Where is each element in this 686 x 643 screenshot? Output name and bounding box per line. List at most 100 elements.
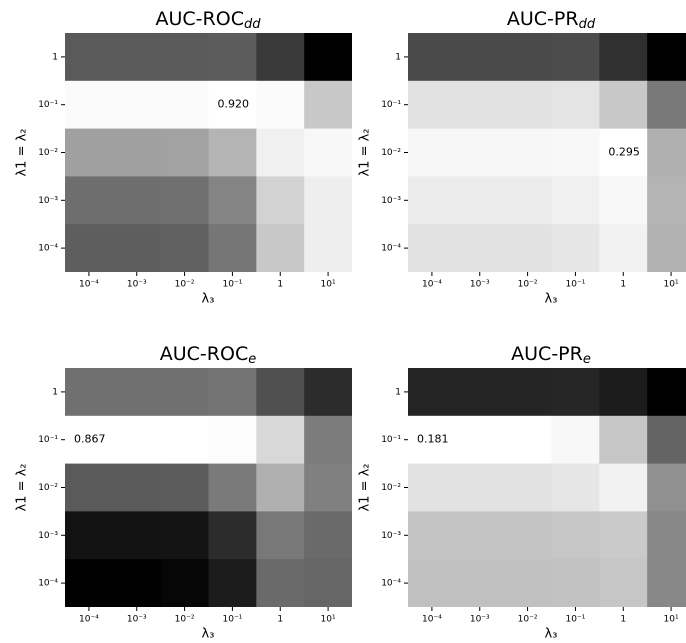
heatmap-cell xyxy=(647,368,686,417)
heatmap-cell xyxy=(551,176,600,225)
heatmap-cell xyxy=(304,415,352,465)
heatmap-cell xyxy=(304,176,352,225)
title-subscript: e xyxy=(583,352,591,367)
y-axis-label: λ1 = λ₂ xyxy=(15,128,30,176)
heatmap-cell xyxy=(503,463,552,512)
heatmap-cell xyxy=(208,511,257,560)
heatmap-cell xyxy=(647,224,686,272)
heatmap-cell xyxy=(551,80,600,130)
heatmap-cell xyxy=(503,176,552,225)
x-tick-label: 1 xyxy=(620,280,626,290)
heatmap-cell xyxy=(503,368,552,417)
y-tick-label: 10⁻³ xyxy=(38,196,58,206)
y-tick-label: 10⁻⁴ xyxy=(381,244,401,254)
heatmap-cell xyxy=(599,415,648,465)
heatmap-cell xyxy=(304,511,352,560)
heatmap-cell xyxy=(65,463,114,512)
title-subscript: e xyxy=(248,352,256,367)
x-axis-label: λ₃ xyxy=(202,292,215,307)
heatmap-cell xyxy=(455,511,505,560)
x-tick-label: 10⁻³ xyxy=(470,615,490,625)
heatmap-cell xyxy=(208,176,257,225)
y-tick-label: 10⁻² xyxy=(38,483,58,493)
heatmap-cell xyxy=(65,368,114,417)
heatmap-cell xyxy=(256,128,305,177)
heatmap-cell xyxy=(408,415,457,465)
heatmap-cell xyxy=(551,415,600,465)
heatmap-cell xyxy=(160,559,209,607)
y-axis-label: λ1 = λ₂ xyxy=(15,463,30,511)
heatmap-cell xyxy=(160,80,209,130)
heatmap-cell xyxy=(503,224,552,272)
heatmap-cell xyxy=(256,368,305,417)
heatmap-cell xyxy=(208,128,257,177)
heatmap-cell xyxy=(599,463,648,512)
x-tick-label: 10⁻¹ xyxy=(223,615,243,625)
y-axis-label: λ1 = λ₂ xyxy=(358,463,373,511)
x-tick-label: 10¹ xyxy=(321,615,336,625)
heatmap-panel: AUC-ROCe 0.867 10⁻⁴ 10⁻³ 10⁻² 10⁻¹ 1 10¹ 1 10⁻¹ 10… xyxy=(15,343,352,642)
heatmap-cell xyxy=(455,415,505,465)
heatmap-cell xyxy=(647,33,686,82)
value-label: 0.920 xyxy=(218,98,250,111)
heatmap-cell xyxy=(208,224,257,272)
heatmap-cell xyxy=(647,415,686,465)
heatmap-cell xyxy=(256,559,305,607)
x-tick-label: 10⁻² xyxy=(518,615,538,625)
heatmap-cell xyxy=(647,80,686,130)
value-label: 0.181 xyxy=(417,433,449,446)
heatmap-cell xyxy=(408,33,457,82)
heatmap-cell xyxy=(65,80,114,130)
heatmap-cell xyxy=(208,80,257,130)
x-tick-label: 10⁻¹ xyxy=(566,615,586,625)
x-tick-label: 10⁻³ xyxy=(470,280,490,290)
y-tick-label: 10⁻³ xyxy=(38,531,58,541)
heatmap-cell xyxy=(160,224,209,272)
x-tick-label: 10⁻⁴ xyxy=(422,615,442,625)
heatmap-cell xyxy=(551,33,600,82)
y-tick-label: 1 xyxy=(395,52,401,62)
heatmap-cell xyxy=(503,128,552,177)
heatmap-cell xyxy=(65,224,114,272)
heatmap-cell xyxy=(551,224,600,272)
heatmap-cell xyxy=(112,415,162,465)
heatmap-cell xyxy=(304,463,352,512)
x-tick-label: 10⁻² xyxy=(518,280,538,290)
x-axis-label: λ₃ xyxy=(202,627,215,642)
cells: 0.920 xyxy=(65,33,352,272)
y-tick-label: 10⁻⁴ xyxy=(38,244,58,254)
x-tick-label: 10⁻¹ xyxy=(223,280,243,290)
heatmap-cell xyxy=(503,559,552,607)
heatmap-cell xyxy=(551,128,600,177)
heatmap-cell xyxy=(503,33,552,82)
heatmap-cell xyxy=(503,511,552,560)
value-label: 0.295 xyxy=(608,146,640,159)
heatmap-cell xyxy=(599,128,648,177)
chart-title: AUC-PRdd xyxy=(507,8,596,32)
heatmap-cell xyxy=(112,559,162,607)
x-tick-label: 10¹ xyxy=(321,280,336,290)
x-tick-label: 10⁻² xyxy=(175,615,195,625)
x-tick-label: 1 xyxy=(277,615,283,625)
heatmap-cell xyxy=(647,559,686,607)
heatmap-cell xyxy=(647,128,686,177)
heatmap-cell xyxy=(112,368,162,417)
y-tick-label: 1 xyxy=(52,387,58,397)
heatmap-cell xyxy=(256,33,305,82)
heatmap-cell xyxy=(599,368,648,417)
heatmap-cell xyxy=(455,368,505,417)
heatmap-cell xyxy=(160,511,209,560)
heatmap-cell xyxy=(208,559,257,607)
heatmap-cell xyxy=(256,176,305,225)
y-tick-label: 10⁻⁴ xyxy=(381,579,401,589)
y-tick-label: 10⁻¹ xyxy=(38,100,58,110)
heatmap-cell xyxy=(599,176,648,225)
heatmap-cell xyxy=(160,33,209,82)
heatmap-panel: AUC-PRdd 0.295 10⁻⁴ 10⁻³ 10⁻² 10⁻¹ 1 10¹ 1 10⁻¹ 10… xyxy=(358,8,686,307)
x-tick-label: 10¹ xyxy=(664,280,679,290)
heatmap-cell xyxy=(112,80,162,130)
y-tick-label: 10⁻³ xyxy=(381,196,401,206)
heatmap-cell xyxy=(304,559,352,607)
heatmap-cell xyxy=(112,224,162,272)
heatmap-cell xyxy=(408,559,457,607)
